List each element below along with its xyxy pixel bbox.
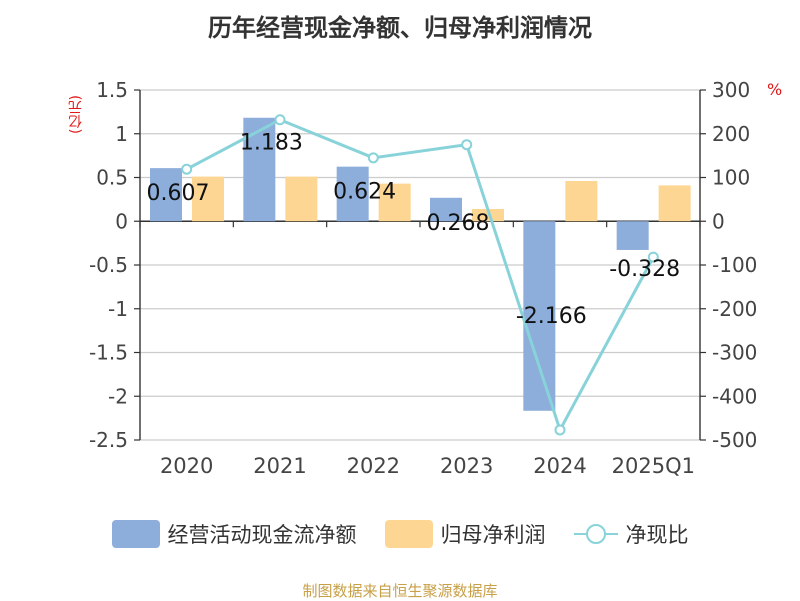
x-tick-label: 2023 <box>440 454 493 478</box>
bar-net-profit <box>378 183 411 222</box>
line-point <box>367 152 379 164</box>
y-right-tick-label: 300 <box>712 78 750 102</box>
x-tick-label: 2020 <box>160 454 213 478</box>
bar-data-label: 0.624 <box>333 180 396 205</box>
legend-item-cash[interactable]: 经营活动现金流净额 <box>111 519 357 549</box>
bar-cash-flow <box>523 221 556 411</box>
bar-cash-flow <box>616 221 649 250</box>
bar-cash-flow <box>336 166 369 222</box>
y-left-tick-label: 0 <box>115 209 128 233</box>
y-right-tick-label: -500 <box>712 428 757 452</box>
bar-cash-flow <box>150 168 182 222</box>
bar-cash-flow <box>430 197 462 222</box>
bar-data-label: 0.268 <box>427 211 490 236</box>
bar-net-profit <box>565 181 598 222</box>
legend-swatch-profit <box>384 520 433 548</box>
legend-marker-icon <box>585 524 606 544</box>
legend-label-ratio: 净现比 <box>625 523 689 547</box>
bar-data-label: -2.166 <box>516 304 587 329</box>
bar-net-profit <box>658 185 691 222</box>
line-point <box>181 163 193 175</box>
bar-net-profit <box>192 176 224 222</box>
legend-item-ratio[interactable]: 净现比 <box>573 519 689 549</box>
y-right-tick-label: 200 <box>712 122 750 146</box>
data-source-note: 制图数据来自恒生聚源数据库 <box>302 582 498 600</box>
line-point <box>554 424 566 436</box>
legend-swatch-cash <box>111 520 160 548</box>
y-left-tick-label: -2.5 <box>89 428 128 452</box>
y-left-tick-label: -1 <box>108 297 128 321</box>
chart-legend: 经营活动现金流净额 归母净利润 净现比 <box>0 512 800 556</box>
y-left-tick-label: -1.5 <box>89 341 128 365</box>
line-cash-ratio <box>185 118 655 434</box>
bar-data-label: 0.607 <box>147 181 210 206</box>
bar-data-label: 1.183 <box>240 131 303 156</box>
bar-net-profit <box>285 176 318 222</box>
y-left-tick-label: -0.5 <box>89 253 128 277</box>
y-right-tick-label: -400 <box>712 384 757 408</box>
legend-label-cash: 经营活动现金流净额 <box>167 523 357 547</box>
y-left-tick-label: -2 <box>108 384 128 408</box>
x-tick-label: 2022 <box>347 454 400 478</box>
x-tick-label: 2025Q1 <box>612 454 695 478</box>
legend-label-profit: 归母净利润 <box>440 523 546 547</box>
y-right-tick-label: 0 <box>712 209 725 233</box>
bar-net-profit <box>472 209 504 222</box>
x-tick-label: 2021 <box>253 454 306 478</box>
y-left-tick-label: 1.5 <box>96 78 128 102</box>
x-tick-label: 2024 <box>533 454 586 478</box>
y-right-tick-label: 100 <box>712 166 750 190</box>
line-point <box>647 251 659 263</box>
legend-swatch-ratio <box>573 520 618 548</box>
y-right-tick-label: -200 <box>712 297 757 321</box>
y-right-tick-label: -300 <box>712 341 757 365</box>
right-axis-unit: % <box>767 80 783 99</box>
chart-title: 历年经营现金净额、归母净利润情况 <box>208 14 592 42</box>
y-left-tick-label: 0.5 <box>96 166 128 190</box>
line-point <box>461 139 473 151</box>
y-left-tick-label: 1 <box>115 122 128 146</box>
y-right-tick-label: -100 <box>712 253 757 277</box>
line-point <box>274 114 286 126</box>
bar-data-label: -0.328 <box>609 257 680 282</box>
legend-item-profit[interactable]: 归母净利润 <box>384 519 546 549</box>
